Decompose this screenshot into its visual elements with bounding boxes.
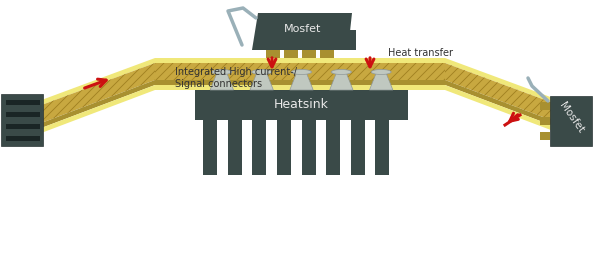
Polygon shape [155, 85, 445, 90]
Polygon shape [250, 72, 274, 90]
Ellipse shape [331, 69, 352, 74]
Polygon shape [445, 85, 572, 138]
Ellipse shape [251, 69, 272, 74]
Polygon shape [6, 135, 40, 140]
Polygon shape [266, 50, 280, 58]
Text: Heatsink: Heatsink [274, 99, 329, 112]
Polygon shape [540, 117, 550, 125]
Text: Integrated High current-/
Signal connectors: Integrated High current-/ Signal connect… [175, 67, 297, 89]
Polygon shape [6, 112, 40, 117]
Polygon shape [6, 124, 40, 129]
Polygon shape [155, 58, 445, 63]
Polygon shape [284, 50, 298, 58]
Polygon shape [290, 72, 313, 90]
Polygon shape [1, 94, 43, 146]
Polygon shape [155, 80, 445, 85]
Polygon shape [540, 132, 550, 140]
Polygon shape [376, 120, 389, 175]
Polygon shape [329, 72, 353, 90]
Ellipse shape [292, 69, 311, 74]
Polygon shape [302, 50, 316, 58]
Polygon shape [210, 72, 233, 90]
Polygon shape [445, 63, 572, 128]
Polygon shape [6, 99, 40, 104]
Polygon shape [277, 120, 291, 175]
Polygon shape [326, 120, 340, 175]
Polygon shape [370, 72, 393, 90]
Polygon shape [227, 120, 242, 175]
Polygon shape [28, 63, 155, 128]
Polygon shape [155, 63, 445, 80]
Polygon shape [28, 58, 155, 110]
Polygon shape [195, 90, 408, 120]
Ellipse shape [371, 69, 391, 74]
Polygon shape [445, 80, 572, 133]
Polygon shape [28, 80, 155, 133]
Polygon shape [348, 30, 356, 50]
Polygon shape [320, 50, 334, 58]
Polygon shape [445, 58, 572, 110]
Polygon shape [28, 110, 43, 128]
Polygon shape [28, 85, 155, 138]
Polygon shape [252, 120, 266, 175]
Polygon shape [302, 120, 316, 175]
Polygon shape [203, 120, 217, 175]
Text: Heat transfer: Heat transfer [388, 48, 453, 58]
Ellipse shape [212, 69, 232, 74]
Text: Mosfet: Mosfet [557, 101, 585, 135]
Polygon shape [252, 13, 352, 50]
Text: Mosfet: Mosfet [284, 23, 322, 33]
Polygon shape [351, 120, 365, 175]
Polygon shape [550, 96, 592, 146]
Polygon shape [540, 102, 550, 110]
